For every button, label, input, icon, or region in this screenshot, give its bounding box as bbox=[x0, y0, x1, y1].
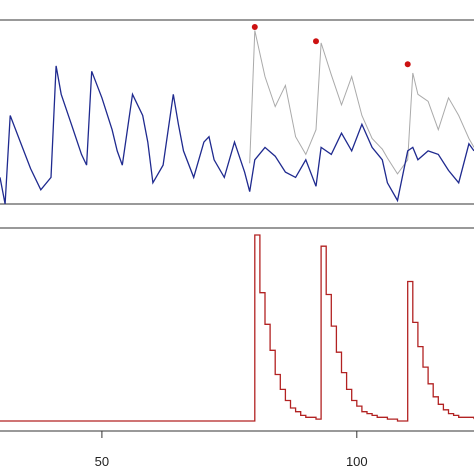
peak-point bbox=[251, 24, 258, 30]
top-panel bbox=[0, 19, 474, 205]
peak-point bbox=[404, 61, 411, 68]
x-tick-label: 50 bbox=[95, 454, 109, 469]
peak-point bbox=[313, 38, 319, 45]
x-tick-label: 100 bbox=[346, 454, 368, 469]
observed-series-line bbox=[249, 30, 474, 175]
x-axis: 50 100 bbox=[95, 431, 368, 469]
fitted-series-line bbox=[0, 65, 474, 205]
bottom-panel bbox=[0, 227, 474, 432]
step-series-line bbox=[0, 234, 474, 422]
top-panel-frame bbox=[0, 19, 474, 205]
bottom-panel-frame bbox=[0, 227, 474, 432]
